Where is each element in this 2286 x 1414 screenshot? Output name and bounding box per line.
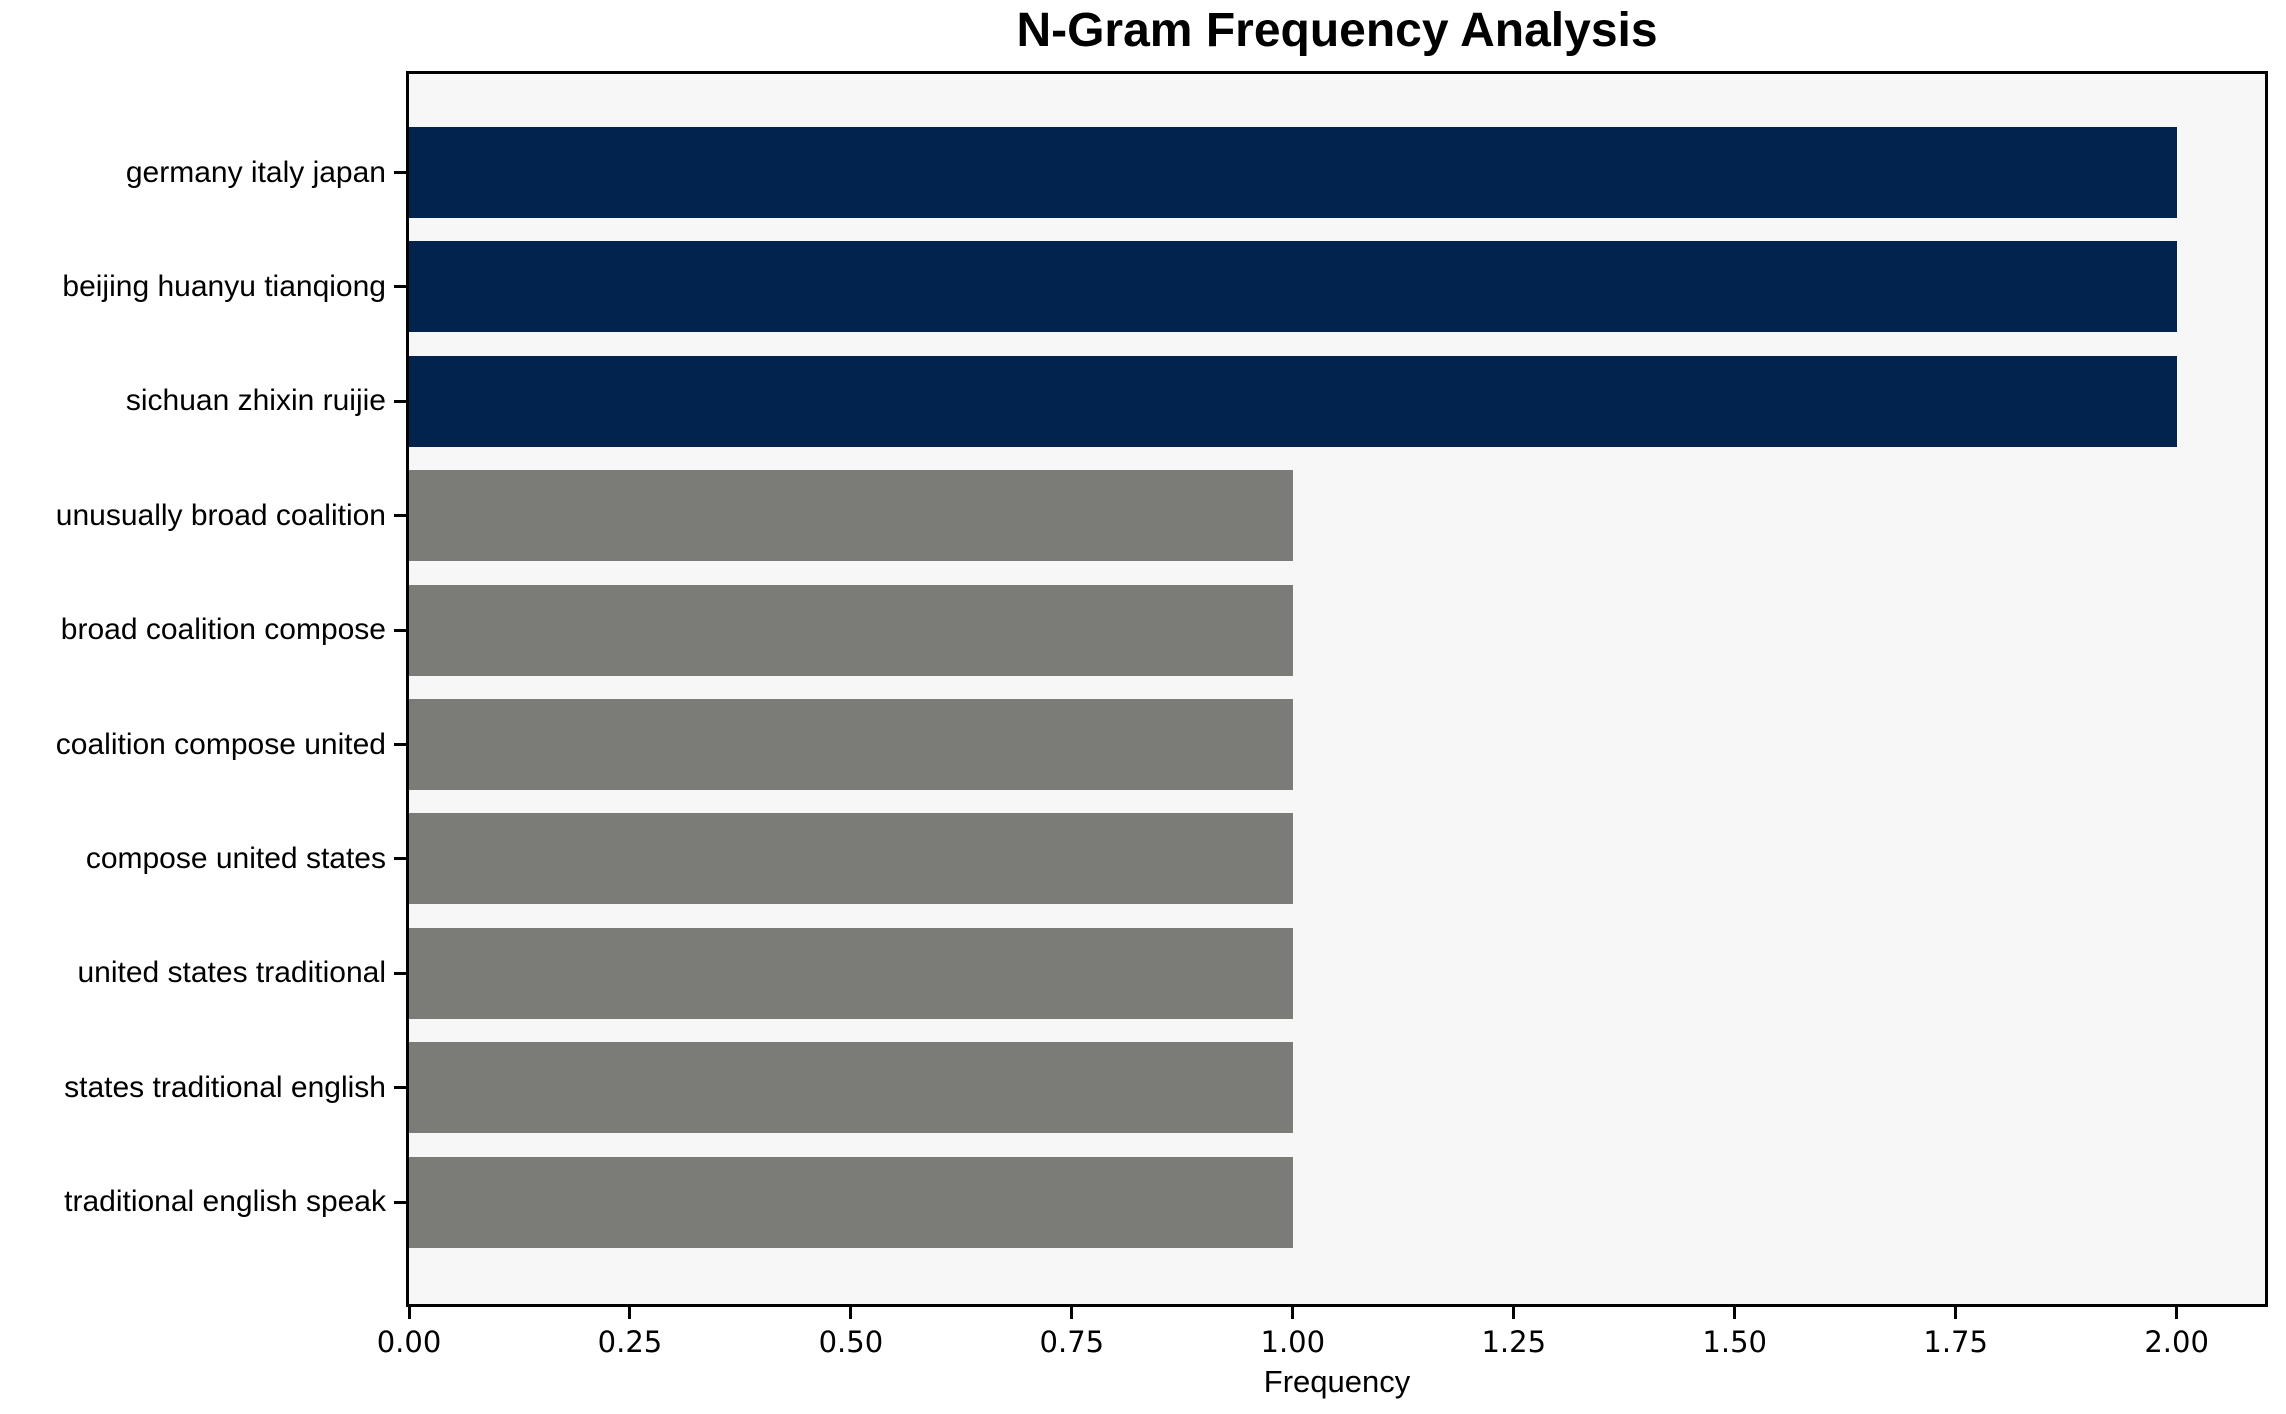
x-tick-label: 2.00 [2144, 1325, 2209, 1359]
chart-title: N-Gram Frequency Analysis [1016, 4, 1658, 57]
x-tick-mark [1291, 1307, 1295, 1319]
y-tick-label: traditional english speak [64, 1185, 386, 1219]
y-tick-label: coalition compose united [55, 727, 386, 761]
bar [409, 927, 1293, 1019]
y-tick-mark [394, 628, 406, 632]
y-tick-label: united states traditional [77, 956, 386, 990]
x-tick-label: 1.25 [1481, 1325, 1547, 1359]
plot-area [406, 71, 2268, 1307]
x-tick-mark [628, 1307, 632, 1319]
bar [409, 813, 1293, 905]
x-tick-label: 0.50 [818, 1325, 884, 1359]
y-tick-label: beijing huanyu tianqiong [62, 269, 386, 303]
bar [409, 355, 2177, 447]
y-tick-label: germany italy japan [125, 155, 386, 189]
x-tick-mark [2175, 1307, 2179, 1319]
y-tick-label: broad coalition compose [60, 613, 386, 647]
bar [409, 1042, 1293, 1134]
bar [409, 127, 2177, 218]
y-tick-mark [394, 171, 406, 174]
x-tick-mark [1733, 1307, 1737, 1319]
x-tick-label: 0.25 [597, 1325, 663, 1359]
y-tick-mark [394, 857, 406, 861]
y-tick-mark [394, 1086, 406, 1090]
x-tick-label: 1.00 [1260, 1325, 1326, 1359]
x-tick-mark [1512, 1307, 1516, 1319]
x-tick-label: 1.50 [1702, 1325, 1767, 1359]
y-tick-label: states traditional english [64, 1070, 386, 1104]
y-tick-mark [394, 743, 406, 746]
y-tick-label: compose united states [85, 841, 386, 875]
y-tick-mark [394, 514, 406, 518]
x-tick-mark [407, 1307, 411, 1319]
x-tick-label: 1.75 [1923, 1325, 1988, 1359]
y-tick-label: sichuan zhixin ruijie [125, 384, 386, 418]
bar [409, 241, 2177, 333]
x-tick-label: 0.75 [1039, 1325, 1105, 1359]
x-tick-mark [849, 1307, 853, 1319]
x-axis-label: Frequency [1263, 1364, 1411, 1399]
bar [409, 584, 1293, 676]
x-tick-label: 0.00 [376, 1325, 442, 1359]
bar [409, 470, 1293, 562]
bar [409, 699, 1293, 790]
x-tick-mark [1070, 1307, 1074, 1319]
x-tick-mark [1954, 1307, 1958, 1319]
y-tick-mark [394, 285, 406, 289]
y-tick-mark [394, 1200, 406, 1204]
y-tick-mark [394, 971, 406, 975]
bar [409, 1156, 1293, 1248]
y-tick-mark [394, 399, 406, 403]
y-tick-label: unusually broad coalition [55, 498, 386, 532]
